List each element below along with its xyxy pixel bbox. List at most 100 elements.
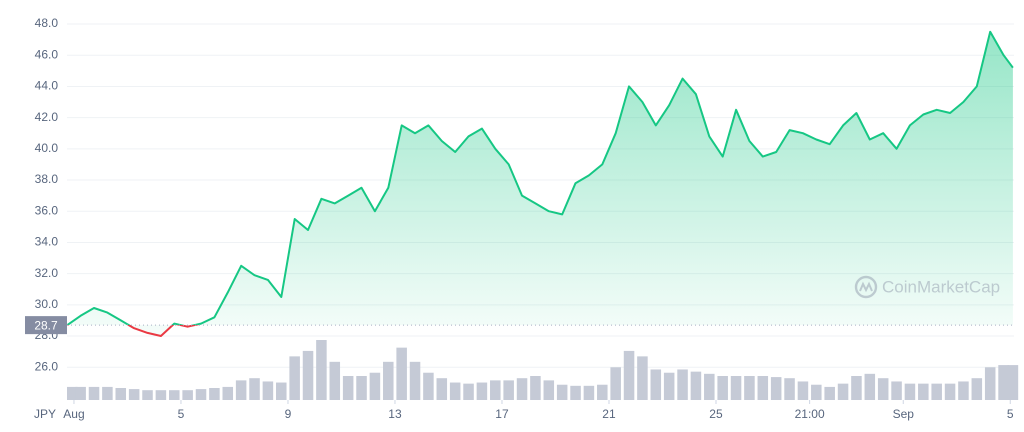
volume-bar [503, 380, 514, 400]
volume-bar [128, 389, 140, 400]
volume-bar [717, 376, 728, 400]
axes: 26.028.030.032.034.036.038.040.042.044.0… [25, 16, 1014, 421]
volume-bar [757, 376, 769, 400]
volume-bar [704, 373, 715, 400]
volume-bar [383, 361, 394, 400]
volume-bar [182, 390, 193, 400]
volume-bar [222, 386, 234, 400]
volume-bar [851, 376, 862, 400]
volume-bar [463, 383, 474, 400]
volume-bar [356, 376, 367, 400]
volume-bar [396, 347, 407, 400]
volume-bars [67, 340, 1019, 400]
volume-bar [543, 380, 555, 400]
volume-bar [155, 390, 167, 400]
y-tick-label: 26.0 [35, 359, 59, 373]
watermark-logo [854, 275, 878, 299]
volume-bar [262, 381, 274, 400]
volume-bar [904, 383, 916, 400]
y-tick-label: 32.0 [35, 266, 59, 280]
watermark: CoinMarketCap [854, 275, 1000, 299]
volume-bar [235, 380, 247, 400]
volume-bar [610, 367, 621, 400]
baseline-label-box [25, 316, 67, 335]
volume-bar [583, 385, 595, 400]
volume-bar [329, 361, 341, 400]
y-tick-label: 42.0 [35, 110, 59, 124]
volume-bar [984, 367, 996, 400]
x-tick-label: 13 [388, 407, 402, 421]
volume-bar [918, 383, 929, 400]
volume-bar [891, 381, 902, 400]
volume-bar [677, 369, 688, 400]
volume-bar [409, 361, 421, 400]
x-tick-label: 21 [602, 407, 616, 421]
volume-bar [67, 386, 78, 400]
volume-bar [958, 381, 969, 400]
x-tick-label: 5 [1007, 407, 1014, 421]
volume-bar [142, 390, 153, 400]
volume-bar [75, 386, 86, 400]
volume-bar [570, 385, 581, 400]
volume-bar [169, 390, 180, 400]
volume-bar [597, 384, 608, 400]
volume-bar [342, 376, 354, 400]
volume-bar [784, 378, 795, 400]
x-tick-label: 21:00 [795, 407, 825, 421]
price-line [66, 30, 1014, 337]
volume-bar [663, 372, 675, 400]
volume-bar [369, 372, 381, 400]
y-tick-label: 38.0 [35, 172, 59, 186]
volume-bar [690, 371, 702, 400]
volume-bar [476, 382, 488, 400]
y-tick-label: 36.0 [35, 203, 59, 217]
volume-bar [931, 383, 942, 400]
x-tick-label: 25 [709, 407, 723, 421]
volume-bar [302, 350, 314, 400]
volume-bar [516, 378, 528, 400]
volume-bar [944, 383, 956, 400]
price-line [66, 30, 1014, 337]
volume-bar [811, 384, 822, 400]
volume-bar [102, 386, 113, 400]
volume-bar [423, 372, 434, 400]
volume-bar [744, 376, 755, 400]
price-area [67, 31, 1013, 337]
volume-bar [316, 340, 327, 400]
volume-bar [770, 377, 782, 400]
volume-bar [276, 382, 287, 400]
watermark-logo-mark [859, 281, 873, 293]
volume-bar [209, 388, 220, 400]
volume-bar [115, 388, 127, 400]
y-tick-label: 40.0 [35, 141, 59, 155]
volume-bar [998, 365, 1009, 400]
volume-bar [436, 378, 448, 400]
x-tick-label: 5 [178, 407, 185, 421]
volume-bar [1007, 365, 1019, 400]
volume-bar [490, 380, 501, 400]
volume-bar [797, 381, 809, 400]
area [67, 31, 1013, 337]
y-tick-label: 44.0 [35, 79, 59, 93]
volume-bar [824, 386, 835, 400]
volume-bar [195, 389, 207, 400]
volume-bar [877, 378, 889, 400]
volume-bar [650, 369, 662, 400]
y-tick-label: 30.0 [35, 297, 59, 311]
y-tick-label: 34.0 [35, 235, 59, 249]
volume-bar [730, 376, 742, 400]
volume-bar [449, 382, 461, 400]
baseline-label: 28.7 [34, 318, 58, 332]
volume-bar [837, 383, 849, 400]
volume-bar [530, 376, 541, 400]
x-tick-label: Aug [63, 407, 84, 421]
volume-bar [971, 378, 983, 400]
watermark-text: CoinMarketCap [882, 277, 1000, 296]
volume-bar [637, 356, 648, 400]
currency-label: JPY [34, 407, 56, 421]
y-tick-label: 46.0 [35, 47, 59, 61]
volume-bar [623, 350, 635, 400]
x-tick-label: 17 [495, 407, 509, 421]
